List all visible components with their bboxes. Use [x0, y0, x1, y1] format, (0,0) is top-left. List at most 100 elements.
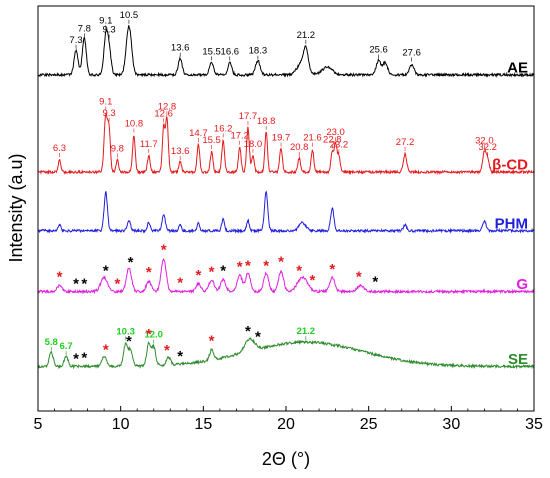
peak-marker-star: * [329, 261, 335, 278]
peak-label: 14.7 [189, 128, 208, 139]
peak-label: 15.5 [202, 135, 221, 146]
series-label: SE [508, 351, 528, 368]
peak-marker-star: * [255, 328, 261, 345]
peak-label: 12.0 [144, 329, 163, 340]
peak-label: 6.3 [53, 143, 66, 154]
peak-label: 7.3 [69, 35, 82, 46]
series-label: β-CD [492, 157, 528, 174]
series-β-CD: β-CD 6.3 9.19.3 9.8 10.8 11.7 12.612.8 13.6 14.7… [37, 96, 535, 176]
peak-label: 11.7 [140, 139, 158, 150]
series-PHM: PHM [37, 190, 535, 234]
peak-label: 10.3 [116, 326, 135, 337]
x-tick-label: 20 [277, 416, 295, 433]
peak-label: 18.3 [249, 46, 268, 57]
peak-marker-star: * [161, 242, 167, 259]
peak-label: 9.3 [102, 108, 115, 119]
peak-marker-star: * [177, 274, 183, 291]
peak-marker-star: * [73, 350, 79, 367]
peak-label: 10.5 [120, 10, 139, 21]
peak-label: 22.8 [323, 134, 342, 145]
peak-marker-star: * [81, 276, 87, 293]
peak-marker-star: * [81, 350, 87, 367]
peak-marker-star: * [103, 342, 109, 359]
peak-label: 12.6 [154, 108, 173, 119]
peak-label: 25.6 [369, 45, 388, 56]
peak-label: 27.6 [402, 48, 421, 59]
peak-marker-star: * [164, 342, 170, 359]
series-label: G [516, 276, 528, 293]
peak-marker-star: * [356, 269, 362, 286]
peak-marker-star: * [126, 333, 132, 350]
peak-label: 18.8 [257, 116, 276, 127]
peak-label: 17.7 [239, 111, 258, 122]
peak-label: 16.2 [214, 123, 233, 134]
peak-label: 9.1 [99, 15, 112, 26]
peak-marker-star: * [57, 268, 63, 285]
peak-marker-star: * [73, 275, 79, 292]
peak-label: 20.8 [290, 142, 309, 153]
peak-marker-star: * [220, 262, 226, 279]
peak-label: 18.0 [244, 139, 263, 150]
series-line [37, 258, 535, 295]
y-axis-title: Intensity (a.u) [6, 153, 26, 262]
peak-label: 21.2 [297, 30, 316, 41]
series-line [37, 337, 535, 370]
peak-marker-star: * [263, 257, 269, 274]
series-line [37, 190, 535, 234]
peak-label: 9.8 [111, 143, 124, 154]
x-tick-label: 5 [34, 416, 43, 433]
peak-marker-star: * [146, 264, 152, 281]
peak-label: 23.2 [330, 139, 349, 150]
peak-label: 12.8 [158, 101, 177, 112]
peak-label: 16.6 [221, 46, 240, 57]
peak-label: 17.2 [230, 131, 249, 142]
peak-label: 13.6 [171, 43, 190, 54]
peak-marker-star: * [177, 348, 183, 365]
x-axis: 5 10 15 20 25 30 35 [34, 406, 543, 433]
peak-label: 32.2 [478, 142, 497, 153]
peak-marker-star: * [114, 275, 120, 292]
peak-marker-star: * [278, 253, 284, 270]
peak-label: 32.0 [475, 135, 494, 146]
peak-marker-star: * [209, 333, 215, 350]
peak-marker-star: * [195, 267, 201, 284]
plot-area: AE7.37.89.19.310.513.6 15.5 16.6 18.321.225… [37, 10, 535, 370]
peak-label: 21.2 [297, 326, 316, 337]
peak-label: 5.8 [45, 337, 58, 348]
series-SE: SE 5.8 6.7 10.3 12.0 21.2 [37, 326, 535, 370]
x-tick-label: 25 [360, 416, 378, 433]
x-tick-label: 15 [194, 416, 212, 433]
peak-marker-star: * [237, 258, 243, 275]
x-tick-label: 30 [442, 416, 460, 433]
peak-marker-star: * [103, 263, 109, 280]
series-label: PHM [495, 215, 528, 232]
peak-label: 9.3 [102, 24, 115, 35]
peak-label: 19.7 [272, 133, 291, 144]
peak-marker-star: * [209, 263, 215, 280]
peak-label: 15.5 [202, 46, 221, 57]
series-G: G [37, 258, 535, 295]
x-tick-label: 10 [112, 416, 130, 433]
peak-label: 21.6 [303, 133, 322, 144]
peak-marker-star: * [245, 323, 251, 340]
series-label: AE [507, 59, 528, 76]
peak-label: 7.8 [78, 23, 91, 34]
series-line [37, 112, 535, 176]
x-axis-title: 2Θ (°) [262, 449, 310, 469]
peak-marker-star: * [296, 262, 302, 279]
peak-marker-star: * [310, 272, 316, 289]
peak-marker-star: * [128, 254, 134, 271]
peak-label: 23.0 [326, 127, 345, 138]
peak-label: 10.8 [125, 119, 144, 130]
peak-marker-star: * [245, 257, 251, 274]
peak-marker-star: * [146, 326, 152, 343]
series-line [37, 25, 535, 78]
peak-marker-star: * [372, 274, 378, 291]
peak-label: 27.2 [396, 137, 415, 148]
peak-label: 6.7 [59, 341, 72, 352]
peak-label: 9.1 [99, 96, 112, 107]
x-tick-label: 35 [525, 416, 543, 433]
peak-label: 13.6 [171, 146, 190, 157]
series-AE: AE 7.37.8 9.19.3 10.5 13.6 15.5 16.6 18.3 21.2 25… [37, 10, 535, 78]
